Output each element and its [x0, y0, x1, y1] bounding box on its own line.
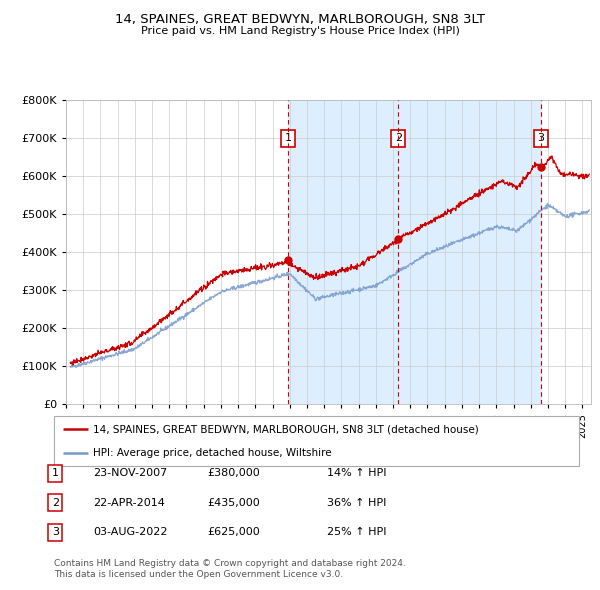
Text: £435,000: £435,000: [207, 498, 260, 507]
Text: This data is licensed under the Open Government Licence v3.0.: This data is licensed under the Open Gov…: [54, 571, 343, 579]
Text: 1: 1: [52, 468, 59, 478]
Text: 14% ↑ HPI: 14% ↑ HPI: [327, 468, 386, 478]
Text: 3: 3: [538, 133, 544, 143]
Text: 2: 2: [52, 498, 59, 507]
Text: 14, SPAINES, GREAT BEDWYN, MARLBOROUGH, SN8 3LT (detached house): 14, SPAINES, GREAT BEDWYN, MARLBOROUGH, …: [94, 424, 479, 434]
Text: 2: 2: [395, 133, 402, 143]
FancyBboxPatch shape: [54, 416, 579, 466]
Text: £625,000: £625,000: [207, 527, 260, 537]
Text: HPI: Average price, detached house, Wiltshire: HPI: Average price, detached house, Wilt…: [94, 448, 332, 458]
Text: Price paid vs. HM Land Registry's House Price Index (HPI): Price paid vs. HM Land Registry's House …: [140, 26, 460, 36]
Text: £380,000: £380,000: [207, 468, 260, 478]
Text: 22-APR-2014: 22-APR-2014: [93, 498, 165, 507]
Text: 03-AUG-2022: 03-AUG-2022: [93, 527, 167, 537]
Text: 14, SPAINES, GREAT BEDWYN, MARLBOROUGH, SN8 3LT: 14, SPAINES, GREAT BEDWYN, MARLBOROUGH, …: [115, 13, 485, 26]
Text: Contains HM Land Registry data © Crown copyright and database right 2024.: Contains HM Land Registry data © Crown c…: [54, 559, 406, 568]
Text: 36% ↑ HPI: 36% ↑ HPI: [327, 498, 386, 507]
Text: 25% ↑ HPI: 25% ↑ HPI: [327, 527, 386, 537]
Text: 3: 3: [52, 527, 59, 537]
Text: 1: 1: [284, 133, 292, 143]
Bar: [288, 100, 541, 404]
Text: 23-NOV-2007: 23-NOV-2007: [93, 468, 167, 478]
